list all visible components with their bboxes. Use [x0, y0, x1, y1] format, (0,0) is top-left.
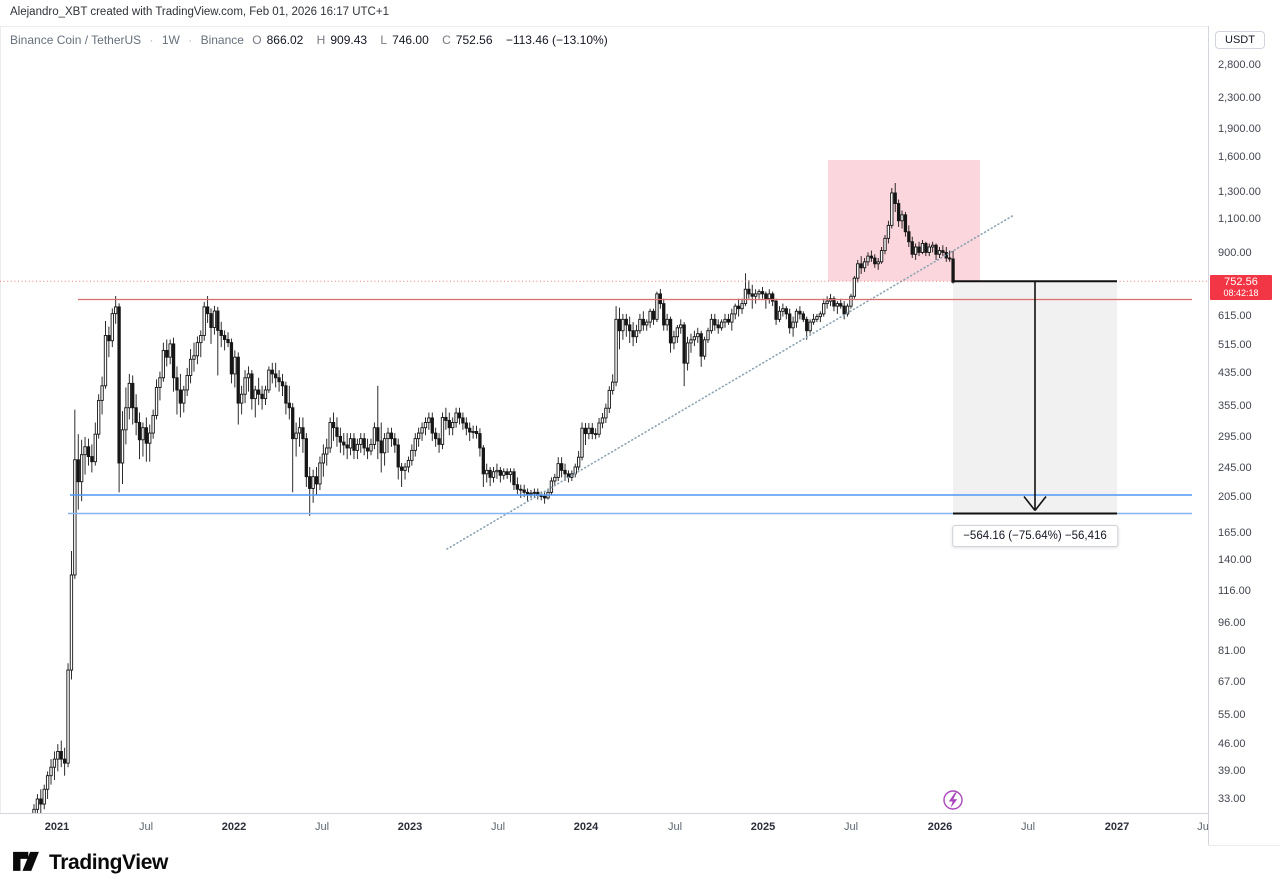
time-label-year: 2026 — [927, 821, 953, 833]
time-label-month: Jul — [843, 821, 859, 833]
ohlc-low: L 746.00 — [380, 33, 429, 47]
candles — [32, 183, 955, 813]
price-tick: 245.00 — [1218, 461, 1252, 474]
price-tick: 2,300.00 — [1218, 91, 1261, 104]
price-tick: 46.00 — [1218, 738, 1246, 751]
price-tick: 165.00 — [1218, 526, 1252, 539]
time-label-month: Jul — [490, 821, 506, 833]
tradingview-logo-text: TradingView — [49, 851, 168, 874]
price-tick: 33.00 — [1218, 793, 1246, 805]
time-label-year: 2025 — [750, 821, 776, 833]
last-price-value: 752.56 — [1224, 276, 1258, 289]
attribution-text: Alejandro_XBT created with TradingView.c… — [10, 6, 389, 18]
price-tick: 1,300.00 — [1218, 185, 1261, 198]
price-tick: 96.00 — [1218, 616, 1246, 629]
price-tick: 55.00 — [1218, 708, 1246, 721]
measure-tool-label: −564.16 (−75.64%) −56,416 — [952, 525, 1118, 547]
chart-legend: Binance Coin / TetherUS · 1W · Binance O… — [10, 33, 613, 47]
price-axis: USDT 2,800.00 2,300.00 1,900.00 1,600.00 1,3… — [1208, 26, 1280, 845]
price-tick: 2,800.00 — [1218, 59, 1261, 71]
price-tick: 435.00 — [1218, 366, 1252, 379]
ohlc-close: C 752.56 — [442, 33, 493, 47]
time-label-year: 2024 — [573, 821, 599, 833]
time-label-month: Ju — [1197, 821, 1208, 833]
change-value: −113.46 (−13.10%) — [505, 33, 608, 47]
time-label-month: Jul — [667, 821, 683, 833]
time-label-month: Jul — [1020, 821, 1036, 833]
time-label-month: Jul — [314, 821, 330, 833]
time-label-year: 2022 — [221, 821, 247, 833]
price-tick: 1,600.00 — [1218, 151, 1261, 164]
time-label-year: 2021 — [44, 821, 70, 833]
price-tick: 81.00 — [1218, 644, 1246, 657]
dotted-trendline — [446, 214, 1015, 550]
price-tick: 515.00 — [1218, 338, 1252, 351]
exchange-label: Binance — [200, 33, 244, 47]
interval-label: 1W — [161, 33, 180, 47]
price-tick: 39.00 — [1218, 765, 1246, 778]
lightning-icon — [943, 790, 963, 810]
currency-toggle-button[interactable]: USDT — [1215, 31, 1265, 49]
time-label-year: 2027 — [1104, 821, 1130, 833]
separator-dot: · — [188, 33, 193, 47]
price-tick: 900.00 — [1218, 246, 1252, 259]
price-tick: 1,900.00 — [1218, 123, 1261, 136]
ohlc-open: O 866.02 — [252, 33, 304, 47]
price-tick: 205.00 — [1218, 491, 1252, 504]
bar-countdown: 08:42:18 — [1223, 288, 1259, 299]
price-tick: 1,100.00 — [1218, 213, 1261, 226]
price-tick: 615.00 — [1218, 309, 1252, 322]
time-label-year: 2023 — [397, 821, 423, 833]
separator-dot: · — [149, 33, 154, 47]
measure-tool — [953, 280, 1117, 515]
price-tick: 116.00 — [1218, 585, 1251, 598]
price-tick: 355.00 — [1218, 400, 1252, 413]
price-tick: 140.00 — [1218, 554, 1252, 567]
symbol-title: Binance Coin / TetherUS — [10, 33, 142, 47]
time-label-month: Jul — [138, 821, 154, 833]
ohlc-high: H 909.43 — [316, 33, 368, 47]
price-tick: 295.00 — [1218, 430, 1252, 443]
plot-area — [0, 160, 1208, 813]
last-price-badge: 752.56 08:42:18 — [1210, 275, 1272, 301]
tradingview-logo-icon — [13, 851, 39, 871]
price-tick: 67.00 — [1218, 675, 1246, 688]
tradingview-logo[interactable]: TradingView — [12, 851, 168, 875]
time-axis: 2021 Jul 2022 Jul 2023 Jul 2024 Jul 2025 Jul 2026 J… — [0, 813, 1208, 846]
